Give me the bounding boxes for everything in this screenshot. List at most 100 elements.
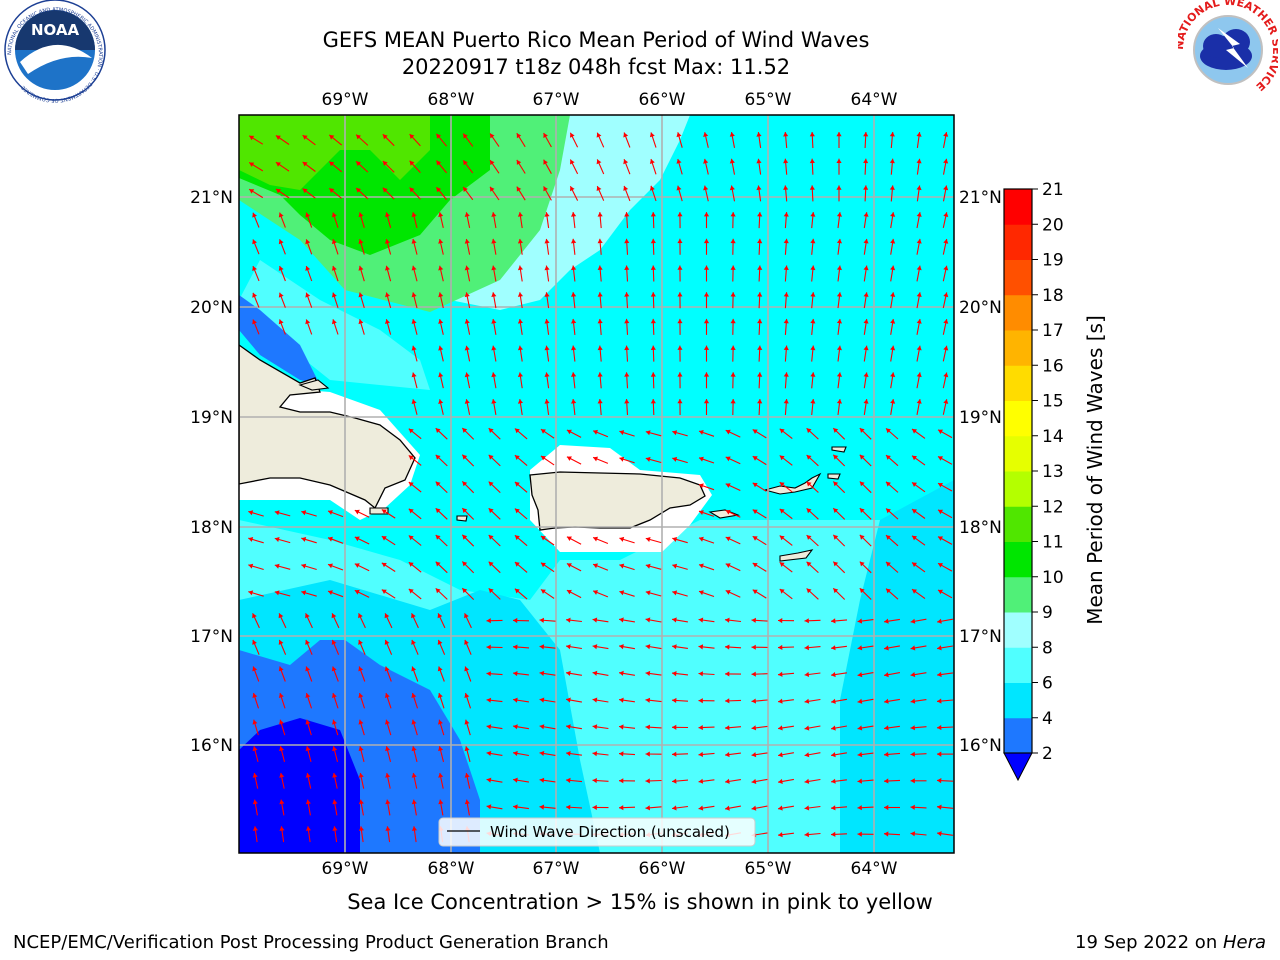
wave-arrow-head [279,826,285,831]
wave-arrow-head [274,563,280,569]
wave-arrow-head [863,158,869,164]
lat-label-left: 17°N [190,627,233,647]
wave-arrow-head [672,697,677,703]
wave-arrow-head [619,617,624,623]
wave-arrow-head [938,589,943,595]
wave-arrow-shaft [725,860,741,863]
wave-arrow-head [619,670,624,676]
wave-arrow-head [566,563,572,568]
wave-arrow-head [752,509,758,515]
wave-arrow-head [645,617,651,623]
wave-arrow-head [677,292,683,297]
wave-arrow-head [248,563,254,569]
wave-arrow-head [249,135,255,141]
wave-arrow-head [539,777,545,783]
wave-arrow-head [857,805,862,811]
wave-arrow-head [385,746,391,752]
wave-arrow-head [937,618,942,624]
colorbar-segment [1004,541,1032,578]
wave-arrow-head [248,510,254,516]
wave-arrow-head [672,644,677,650]
wave-arrow-head [486,644,491,650]
wave-arrow-head [857,645,863,651]
lat-label-right: 16°N [959,736,1002,756]
wave-arrow-head [593,536,598,542]
wave-arrow-head [884,804,889,811]
wave-arrow-head [757,345,763,350]
wave-arrow-head [779,482,785,487]
wave-arrow-head [411,773,417,778]
colorbar-segment [1004,330,1032,366]
wave-arrow-head [491,238,497,244]
wave-arrow-head [329,134,335,140]
wave-arrow-head [571,399,577,404]
wave-arrow-head [517,238,523,244]
wave-arrow-head [597,318,603,324]
wave-arrow-head [725,590,731,595]
wave-arrow-head [833,534,839,540]
wave-arrow-head [566,429,572,435]
wave-arrow-head [703,372,710,377]
wave-arrow-head [354,536,360,542]
wave-arrow-head [831,805,836,811]
wave-arrow-head [698,725,703,731]
wave-arrow-head [699,563,704,569]
wave-arrow-head [752,589,758,595]
wave-arrow-head [624,238,630,244]
wave-arrow-head [645,590,651,596]
colorbar-tick-label: 14 [1042,427,1064,447]
wave-arrow-head [943,132,949,137]
wave-arrow-head [810,318,816,324]
wave-arrow-head [725,429,731,435]
wave-arrow-head [650,345,656,350]
wave-arrow-head [331,613,337,619]
wave-arrow-head [890,292,896,297]
wave-arrow-head [836,132,842,137]
wave-arrow-head [462,428,468,433]
wave-arrow-head [274,510,280,516]
wave-arrow-head [384,666,390,672]
wave-arrow-head [597,212,603,217]
wave-arrow-head [382,161,388,166]
wave-arrow-head [619,805,624,811]
wave-arrow-head [464,345,470,351]
wave-arrow-head [619,859,624,864]
wave-arrow-head [699,510,704,515]
wave-arrow-head [804,671,810,677]
wave-arrow-head [252,613,257,619]
wave-arrow-head [385,265,390,271]
wave-arrow-head [540,429,546,434]
wave-arrow-head [699,536,704,542]
wave-arrow-head [645,724,650,730]
wave-arrow-head [698,751,703,757]
wave-arrow-head [699,590,704,596]
wave-arrow-head [278,613,284,619]
wave-arrow-head [916,265,922,271]
wave-arrow-head [490,133,495,139]
wave-arrow-head [516,159,522,165]
wave-arrow-head [886,481,891,487]
wave-arrow-head [725,644,730,650]
wave-arrow-head [677,265,683,270]
colorbar-segments [1004,189,1032,754]
wave-arrow-head [358,826,364,831]
wave-arrow-head [624,212,630,217]
wave-arrow-head [619,697,624,703]
wave-arrow-head [486,804,492,810]
wave-arrow-head [332,799,338,805]
lon-label-bottom: 66°W [639,859,686,879]
wave-arrow-head [435,508,441,514]
wave-arrow-head [464,399,470,404]
wave-arrow-head [937,645,942,651]
wave-arrow-head [544,399,550,404]
wave-arrow-head [916,372,922,378]
wave-arrow-head [757,292,763,297]
wave-arrow-head [517,399,523,404]
wave-arrow-head [592,751,598,757]
wave-arrow-head [408,508,414,514]
wave-arrow-head [624,292,630,297]
wave-arrow-head [857,618,863,624]
wave-arrow-head [751,805,757,811]
wave-arrow-head [624,372,630,377]
wave-arrow-head [703,265,710,270]
